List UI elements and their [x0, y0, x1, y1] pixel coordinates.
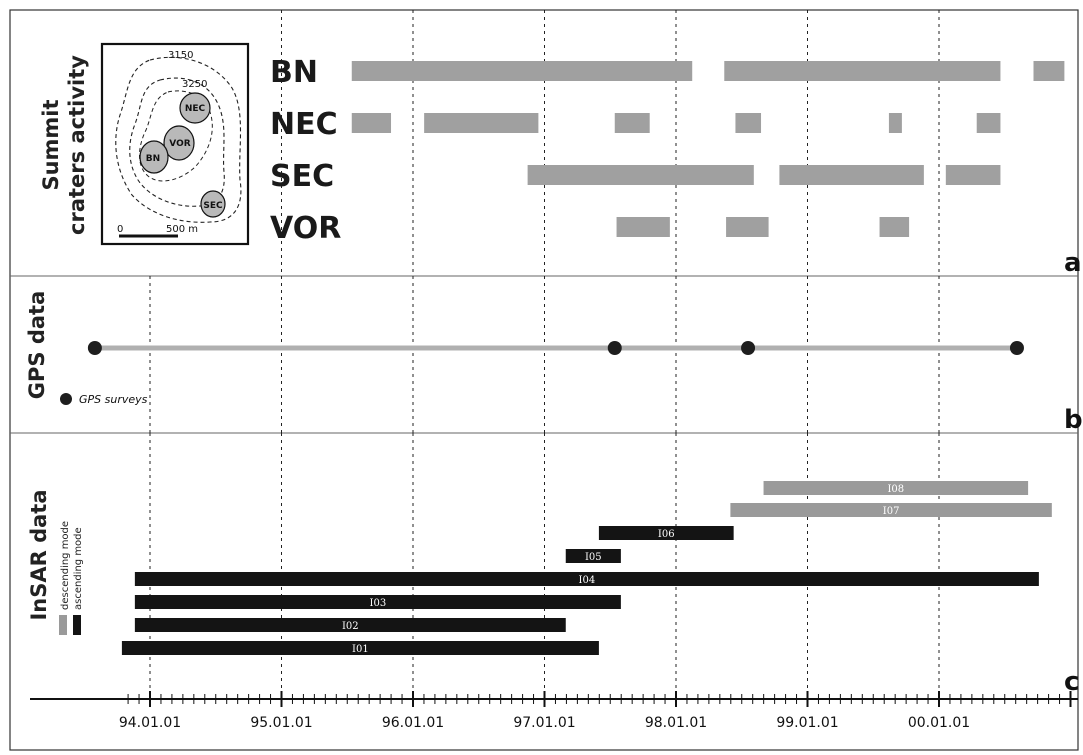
crater-activity-bars: BN NEC SEC VOR	[270, 55, 1065, 246]
scale-start: 0	[117, 224, 123, 235]
x-axis-ticks: 94.01.01 95.01.01 96.01.01 97.01.01 98.01.01…	[119, 691, 1072, 731]
legend-ascending-swatch	[73, 615, 81, 635]
x-tick-label: 96.01.01	[382, 715, 444, 731]
legend-ascending-label: ascending mode	[73, 527, 84, 610]
gps-survey-point	[741, 341, 756, 355]
x-tick-label: 00.01.01	[908, 715, 970, 731]
x-tick-label: 95.01.01	[250, 715, 312, 731]
scale-end: 500 m	[166, 224, 198, 235]
activity-bar-sec	[779, 165, 924, 185]
insar-bar-i05	[565, 549, 621, 563]
contour-label-3150: 3150	[168, 50, 193, 61]
contour-3150	[115, 56, 242, 223]
activity-bar-bn	[351, 61, 693, 81]
panel-a-title-line1: Summit	[39, 99, 63, 190]
crater-label-nec: NEC	[270, 107, 338, 142]
activity-bar-nec	[735, 113, 762, 133]
insar-bar-i06	[598, 526, 734, 540]
inset-crater-vor: VOR	[169, 139, 190, 149]
inset-crater-bn: BN	[146, 154, 160, 164]
activity-bar-nec	[614, 113, 650, 133]
insar-bar-i01	[121, 641, 599, 655]
panel-a-title-line2: craters activity	[65, 55, 89, 235]
panel-b-title: GPS data	[25, 291, 49, 399]
gps-timeline	[87, 341, 1024, 355]
legend-descending-swatch	[59, 615, 67, 635]
inset-crater-sec: SEC	[203, 201, 223, 211]
insar-bar-i04	[134, 572, 1039, 586]
activity-bar-sec	[945, 165, 1001, 185]
x-tick-label: 97.01.01	[513, 715, 575, 731]
activity-bar-vor	[616, 217, 670, 237]
crater-nec-shape	[179, 92, 211, 124]
insar-label-i01: I01	[352, 644, 369, 655]
activity-bar-nec	[424, 113, 539, 133]
insar-label-i08: I08	[887, 484, 904, 495]
insar-bar-i03	[134, 595, 621, 609]
insar-bars: I08 I07 I06 I05 I04 I03 I02 I01	[121, 481, 1052, 655]
gps-survey-point	[87, 341, 102, 355]
legend-descending-label: descending mode	[60, 521, 71, 610]
contour-label-3250: 3250	[182, 79, 207, 90]
panel-letter-a: a	[1064, 248, 1082, 278]
panel-letter-b: b	[1064, 405, 1083, 435]
crater-vor-shape	[163, 125, 195, 161]
x-tick-label: 94.01.01	[119, 715, 181, 731]
gps-legend-label: GPS surveys	[79, 393, 148, 406]
gps-survey-point	[607, 341, 622, 355]
activity-bar-vor	[726, 217, 769, 237]
crater-bn-shape	[139, 140, 169, 174]
gps-legend-symbol	[60, 393, 72, 405]
crater-label-sec: SEC	[270, 159, 334, 194]
insar-label-i02: I02	[342, 621, 359, 632]
insar-bar-i02	[134, 618, 566, 632]
insar-label-i07: I07	[883, 506, 900, 517]
inset-crater-nec: NEC	[185, 104, 206, 114]
activity-bar-bn	[1033, 61, 1065, 81]
insar-bar-i08	[763, 481, 1029, 495]
panel-c-title: InSAR data	[27, 489, 51, 620]
insar-label-i03: I03	[370, 598, 387, 609]
insar-bar-i07	[730, 503, 1052, 517]
insar-label-i04: I04	[579, 575, 596, 586]
insar-label-i05: I05	[585, 552, 602, 563]
gps-survey-point	[1009, 341, 1024, 355]
x-tick-label: 98.01.01	[645, 715, 707, 731]
insar-label-i06: I06	[658, 529, 675, 540]
panel-letter-c: c	[1064, 667, 1079, 697]
activity-bar-nec	[976, 113, 1001, 133]
activity-bar-nec	[888, 113, 902, 133]
activity-bar-nec	[351, 113, 392, 133]
gridlines	[149, 10, 940, 699]
crater-label-vor: VOR	[270, 211, 341, 246]
activity-bar-bn	[724, 61, 1001, 81]
crater-label-bn: BN	[270, 55, 318, 90]
summit-inset-map: 3150 3250 NEC VOR BN SEC 0 500 m	[100, 42, 250, 246]
x-tick-label: 99.01.01	[776, 715, 838, 731]
activity-bar-sec	[527, 165, 754, 185]
activity-bar-vor	[879, 217, 910, 237]
crater-sec-shape	[200, 190, 226, 218]
contour-3250	[129, 77, 225, 207]
